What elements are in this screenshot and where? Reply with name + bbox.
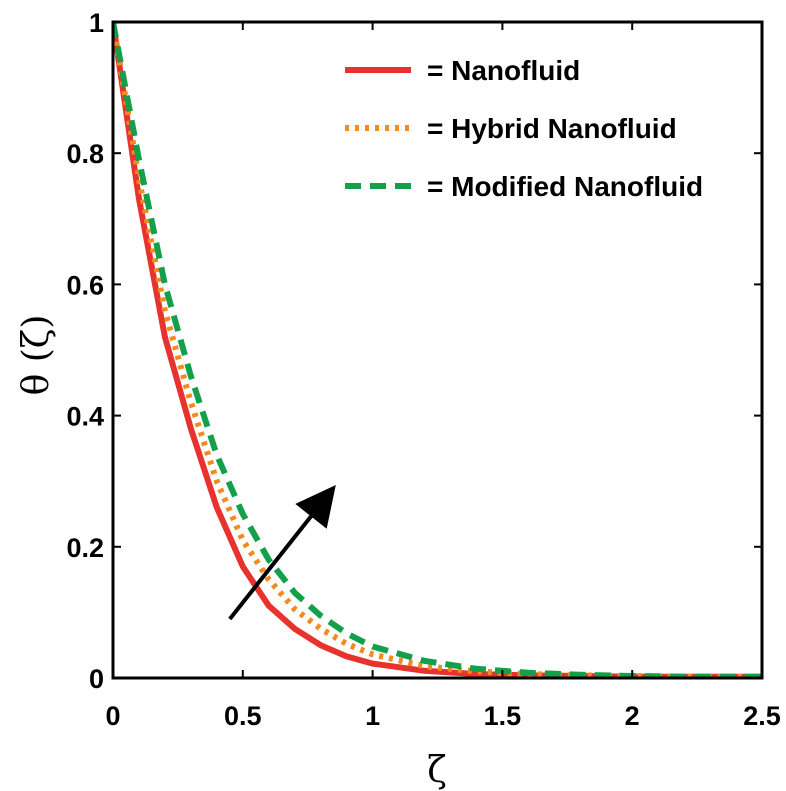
legend-label-3: = Modified Nanofluid (427, 171, 703, 202)
trend-arrow (228, 485, 336, 621)
y-tick-label: 1 (89, 8, 104, 38)
y-tick-label: 0.4 (66, 402, 104, 432)
legend: = Nanofluid = Hybrid Nanofluid = Modified … (345, 55, 703, 202)
y-tick-label: 0.6 (66, 270, 104, 300)
plot-area (113, 22, 762, 678)
series-line-2 (113, 22, 762, 678)
y-tick-label: 0.2 (66, 533, 104, 563)
legend-label-2: = Hybrid Nanofluid (427, 113, 677, 144)
annotation-layer (228, 485, 336, 621)
y-axis-label: θ (ζ) (16, 315, 57, 396)
legend-label-1: = Nanofluid (427, 55, 580, 86)
y-tick-label: 0.8 (66, 139, 104, 169)
x-axis-label: ζ (427, 750, 447, 791)
x-tick-label: 0 (105, 701, 120, 731)
tick-layer: 0 0.5 1 1.5 2 2.5 0 0.2 0.4 0.6 0.8 1 (66, 8, 780, 731)
x-tick-label: 1.5 (484, 701, 522, 731)
series-layer (113, 22, 762, 678)
series-line-3 (113, 22, 762, 678)
x-tick-label: 0.5 (224, 701, 262, 731)
plot-frame (111, 20, 764, 680)
x-tick-label: 2 (625, 701, 640, 731)
x-tick-label: 1 (365, 701, 380, 731)
x-tick-label: 2.5 (743, 701, 781, 731)
y-tick-label: 0 (89, 664, 104, 694)
